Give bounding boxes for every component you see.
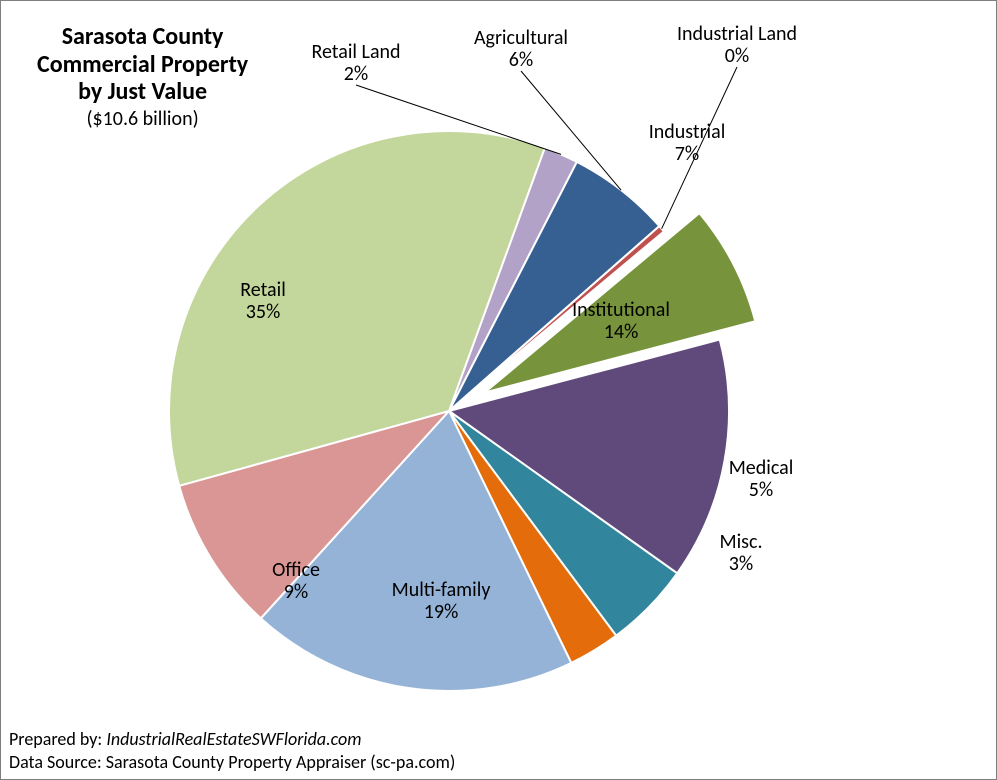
slice-name: Industrial [649, 121, 726, 143]
slice-name: Misc. [719, 531, 762, 553]
slice-label-retail-land: Retail Land2% [311, 41, 400, 85]
prepared-by-line: Prepared by: IndustrialRealEstateSWFlori… [9, 728, 455, 751]
slice-name: Institutional [572, 299, 670, 321]
slice-name: Agricultural [474, 27, 568, 49]
slice-name: Industrial Land [677, 23, 797, 45]
slice-label-misc-: Misc.3% [719, 531, 762, 575]
slice-name: Multi-family [392, 579, 491, 601]
slice-label-retail: Retail35% [240, 279, 286, 323]
slice-pct: 3% [719, 553, 762, 575]
source: Sarasota County Property Appraiser (sc-p… [106, 751, 456, 773]
source-prefix: Data Source: [9, 751, 102, 773]
prepared-by: IndustrialRealEstateSWFlorida.com [106, 728, 361, 750]
slice-pct: 0% [677, 45, 797, 67]
slice-label-institutional: Institutional14% [572, 299, 670, 343]
slice-name: Retail Land [311, 41, 400, 63]
slice-pct: 7% [649, 143, 726, 165]
pie-chart-svg [1, 1, 997, 780]
prepared-prefix: Prepared by: [9, 728, 102, 750]
slice-label-industrial-land: Industrial Land0% [677, 23, 797, 67]
data-source-line: Data Source: Sarasota County Property Ap… [9, 751, 455, 774]
slice-pct: 9% [272, 581, 320, 603]
slice-label-medical: Medical5% [729, 457, 794, 501]
slice-name: Medical [729, 457, 794, 479]
slice-pct: 35% [240, 301, 286, 323]
slice-pct: 19% [392, 601, 491, 623]
slice-name: Retail [240, 279, 286, 301]
footer: Prepared by: IndustrialRealEstateSWFlori… [9, 728, 455, 773]
slice-label-industrial: Industrial7% [649, 121, 726, 165]
slice-label-multi-family: Multi-family19% [392, 579, 491, 623]
slice-label-office: Office9% [272, 559, 320, 603]
slice-pct: 2% [311, 63, 400, 85]
slice-pct: 14% [572, 321, 670, 343]
chart-container: { "title": { "line1": "Sarasota County",… [0, 0, 997, 780]
slice-pct: 5% [729, 479, 794, 501]
slice-label-agricultural: Agricultural6% [474, 27, 568, 71]
slice-pct: 6% [474, 49, 568, 71]
slice-name: Office [272, 559, 320, 581]
